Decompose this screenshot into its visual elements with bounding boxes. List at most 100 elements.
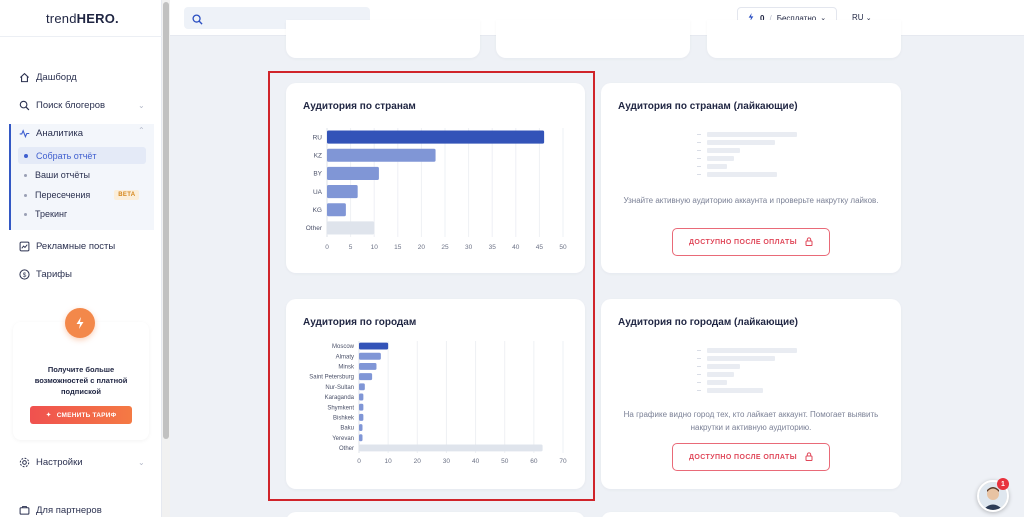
bar[interactable]	[327, 185, 358, 199]
x-tick-label: 5	[349, 244, 353, 251]
unlock-after-payment-button[interactable]: ДОСТУПНО ПОСЛЕ ОПЛАТЫ	[672, 443, 830, 471]
dollar-icon: $	[18, 268, 30, 280]
sidebar-subitem-tracking[interactable]: Трекинг	[24, 209, 67, 219]
x-tick-label: 50	[559, 244, 567, 251]
bar[interactable]	[359, 413, 364, 421]
search-icon	[192, 12, 203, 30]
chevron-down-icon: ⌄	[820, 15, 827, 22]
bar[interactable]	[359, 444, 543, 452]
cities-chart: 0 10 20 30 40 50 60 70 Moscow Almaty Minsk Saint Pe…	[309, 341, 567, 465]
home-icon	[18, 71, 30, 83]
bar[interactable]	[327, 148, 436, 162]
bar[interactable]	[359, 393, 364, 401]
bar[interactable]	[359, 362, 377, 370]
sidebar-item-label: Для партнеров	[36, 504, 102, 516]
sidebar-subitem-build-report[interactable]: Собрать отчёт	[24, 151, 97, 161]
sidebar-item-label: Настройки	[36, 456, 83, 468]
sidebar-item-label: Дашборд	[36, 71, 77, 83]
y-tick-label: Saint Petersburg	[309, 375, 354, 381]
x-tick-label: 45	[536, 244, 544, 251]
card-title: Аудитория по городам (лайкающие)	[618, 317, 798, 328]
y-tick-label: RU	[313, 134, 323, 141]
x-tick-label: 60	[530, 458, 538, 465]
bullet-icon	[24, 154, 28, 158]
analytics-icon	[18, 127, 30, 139]
gear-icon	[18, 456, 30, 468]
countries-chart: 0 5 10 15 20 25 30 35 40 45 50 RU KZ BY UA KG Other	[306, 128, 567, 251]
card-title: Аудитория по странам	[303, 101, 416, 112]
promo-text: Получите больше возможностей с платной п…	[34, 365, 128, 396]
svg-text:$: $	[22, 271, 26, 278]
card-partial	[286, 512, 585, 517]
y-tick-label: UA	[313, 189, 323, 196]
x-tick-label: 20	[414, 458, 422, 465]
sidebar-item-settings[interactable]: Настройки ⌄	[18, 456, 145, 468]
card-partial	[286, 20, 480, 58]
bar[interactable]	[359, 352, 381, 360]
audience-cities-card: Аудитория по городам 0 10 20 30 40 50 60 70 Mosc…	[286, 299, 585, 489]
audience-cities-liking-card: Аудитория по городам (лайкающие) На граф…	[601, 299, 901, 489]
sidebar-item-label: Тарифы	[36, 268, 72, 280]
highlight-frame	[268, 71, 595, 501]
bar[interactable]	[327, 221, 375, 235]
sidebar-item-search[interactable]: Поиск блогеров ⌄	[18, 99, 145, 111]
bar[interactable]	[359, 373, 373, 381]
x-tick-label: 25	[441, 244, 449, 251]
bar[interactable]	[359, 383, 365, 391]
bar[interactable]	[359, 403, 364, 411]
sidebar-scrollbar[interactable]	[162, 0, 170, 517]
balance-value: 0	[760, 13, 765, 23]
x-tick-label: 15	[394, 244, 402, 251]
bar[interactable]	[359, 342, 389, 350]
divider	[0, 36, 162, 37]
bar[interactable]	[327, 166, 379, 180]
y-tick-label: KZ	[314, 153, 322, 160]
scrollbar-thumb[interactable]	[163, 2, 169, 439]
card-partial	[707, 20, 901, 58]
locked-description: На графике видно город тех, кто лайкает …	[623, 410, 879, 432]
x-tick-label: 10	[371, 244, 379, 251]
x-tick-label: 40	[472, 458, 480, 465]
x-tick-label: 50	[501, 458, 509, 465]
logo[interactable]: trendHERO.	[46, 11, 119, 26]
change-plan-button[interactable]: ✦ СМЕНИТЬ ТАРИФ	[30, 406, 132, 424]
x-tick-label: 40	[512, 244, 520, 251]
sidebar: trendHERO. Дашборд Поиск блогеров ⌄ Анал…	[0, 0, 162, 517]
audience-countries-card: Аудитория по странам 0 5 10 15 20 25 30 35 40 45 5…	[286, 83, 585, 273]
x-tick-label: 30	[443, 458, 451, 465]
sidebar-item-ad-posts[interactable]: Рекламные посты	[18, 240, 115, 252]
card-partial	[601, 512, 901, 517]
card-title: Аудитория по странам (лайкающие)	[618, 101, 798, 112]
sidebar-subitem-label: Собрать отчёт	[36, 151, 97, 161]
language-label: RU	[852, 13, 864, 22]
audience-countries-liking-card: Аудитория по странам (лайкающие) Узнайте…	[601, 83, 901, 273]
sidebar-subitem-your-reports[interactable]: Ваши отчёты	[24, 170, 90, 180]
lock-icon	[805, 451, 813, 463]
sidebar-item-label: Поиск блогеров	[36, 99, 106, 111]
x-tick-label: 30	[465, 244, 473, 251]
sidebar-item-partners[interactable]: Для партнеров	[18, 504, 102, 516]
x-tick-label: 20	[418, 244, 426, 251]
sidebar-subitem-label: Пересечения	[35, 190, 91, 200]
bar[interactable]	[327, 203, 346, 217]
bar[interactable]	[327, 130, 545, 144]
card-title: Аудитория по городам	[303, 317, 417, 328]
y-tick-label: KG	[313, 207, 322, 214]
sidebar-item-dashboard[interactable]: Дашборд	[18, 71, 77, 83]
chevron-down-icon: ⌄	[865, 15, 872, 22]
language-dropdown[interactable]: RU ⌄	[852, 13, 872, 22]
active-item-background	[18, 147, 146, 164]
notification-badge: 1	[997, 478, 1009, 490]
y-tick-label: Nur-Sultan	[325, 385, 354, 391]
analytics-group	[9, 124, 154, 230]
sidebar-subitem-intersections[interactable]: Пересечения BETA	[24, 190, 140, 200]
sidebar-item-label: Рекламные посты	[36, 240, 116, 252]
bar[interactable]	[359, 424, 363, 432]
y-tick-label: Bishkek	[333, 415, 355, 421]
unlock-after-payment-button[interactable]: ДОСТУПНО ПОСЛЕ ОПЛАТЫ	[672, 228, 830, 256]
bar[interactable]	[359, 434, 363, 442]
sidebar-item-analytics[interactable]: Аналитика ⌃	[18, 126, 145, 139]
sidebar-item-tariffs[interactable]: $ Тарифы	[18, 268, 72, 280]
y-tick-label: Almaty	[336, 354, 354, 360]
sidebar-subitem-label: Трекинг	[35, 209, 68, 219]
